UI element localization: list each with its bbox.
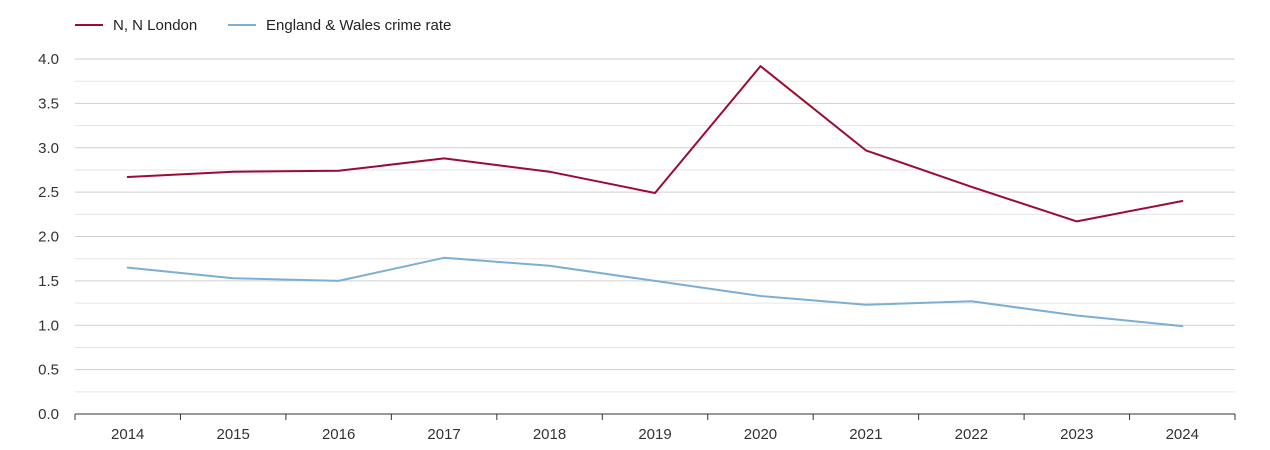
- y-tick-label: 3.5: [38, 95, 59, 112]
- gridlines: [75, 58, 1235, 393]
- x-tick-label: 2023: [1060, 426, 1093, 443]
- y-tick-label: 0.5: [38, 362, 59, 379]
- y-tick-label: 4.0: [38, 51, 59, 68]
- y-tick-label: 0.0: [38, 406, 59, 423]
- legend: N, N London England & Wales crime rate: [75, 17, 451, 34]
- x-tick-label: 2014: [111, 426, 144, 443]
- legend-item-england-wales[interactable]: England & Wales crime rate: [228, 17, 451, 34]
- x-tick-label: 2017: [427, 426, 460, 443]
- x-tick-label: 2015: [216, 426, 249, 443]
- x-tick-label: 2019: [638, 426, 671, 443]
- y-tick-label: 1.5: [38, 273, 59, 290]
- y-axis-tick-labels: 0.0 0.5 1.0 1.5 2.0 2.5 3.0 3.5 4.0: [38, 51, 59, 423]
- x-tick-label: 2024: [1166, 426, 1199, 443]
- x-tick-label: 2020: [744, 426, 777, 443]
- legend-label-n-london: N, N London: [113, 17, 197, 34]
- y-tick-label: 2.5: [38, 184, 59, 201]
- x-axis-tick-labels: 2014 2015 2016 2017 2018 2019 2020 2021 2022 2023…: [74, 414, 1236, 443]
- x-tick-label: 2022: [955, 426, 988, 443]
- y-tick-label: 1.0: [38, 317, 59, 334]
- legend-label-england-wales: England & Wales crime rate: [266, 17, 451, 34]
- x-tick-label: 2018: [533, 426, 566, 443]
- y-tick-label: 2.0: [38, 229, 59, 246]
- legend-item-n-london[interactable]: N, N London: [75, 17, 197, 34]
- series-line-england-wales[interactable]: [126, 256, 1184, 328]
- x-tick-label: 2021: [849, 426, 882, 443]
- y-tick-label: 3.0: [38, 140, 59, 157]
- series-line-n-london[interactable]: [126, 65, 1184, 223]
- series-lines: [126, 65, 1184, 328]
- x-tick-label: 2016: [322, 426, 355, 443]
